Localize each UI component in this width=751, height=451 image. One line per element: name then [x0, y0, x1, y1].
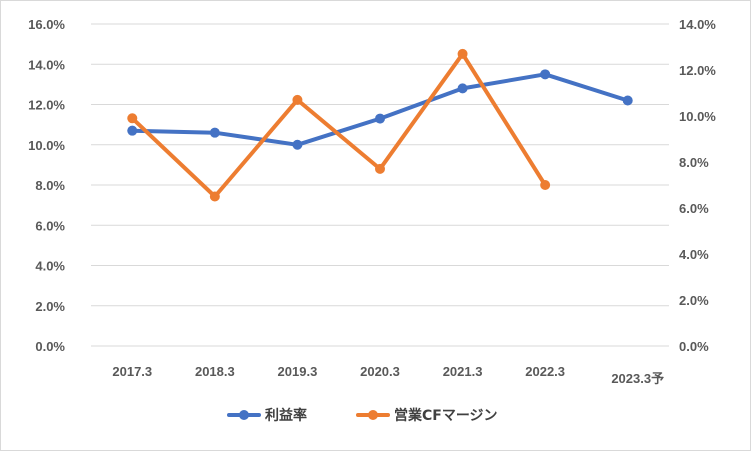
series-layer	[127, 48, 633, 202]
data-point	[540, 69, 551, 80]
x-axis: 2017.3 2018.3 2019.3 2020.3 2021.3 2022.3 2023…	[112, 364, 664, 386]
data-point	[292, 139, 303, 150]
data-point	[209, 127, 220, 138]
data-point	[457, 83, 468, 94]
left-tick-label: 4.0%	[35, 259, 65, 274]
data-point	[540, 180, 551, 190]
gridlines	[91, 23, 669, 347]
left-tick-label: 0.0%	[35, 339, 65, 354]
legend-marker	[368, 410, 378, 420]
data-point	[375, 113, 385, 124]
series-line	[130, 51, 548, 199]
legend-label: 利益率	[265, 407, 307, 424]
x-tick-label: 2019.3	[278, 364, 318, 379]
right-tick-label: 2.0%	[679, 293, 709, 308]
x-tick-label: 2023.3予	[611, 371, 664, 386]
right-tick-label: 8.0%	[679, 155, 709, 170]
right-y-axis: 0.0% 2.0% 4.0% 6.0% 8.0% 10.0% 12.0% 14.0%	[679, 17, 716, 354]
left-tick-label: 10.0%	[28, 138, 65, 153]
right-tick-label: 6.0%	[679, 201, 709, 216]
data-point	[457, 48, 468, 59]
left-tick-label: 12.0%	[28, 98, 65, 113]
left-tick-label: 8.0%	[35, 178, 65, 193]
left-tick-label: 2.0%	[35, 299, 65, 314]
x-tick-label: 2017.3	[112, 364, 152, 379]
x-tick-label: 2020.3	[360, 364, 400, 379]
series-line	[130, 72, 630, 147]
legend-marker	[239, 410, 249, 420]
data-point	[127, 125, 138, 136]
left-tick-label: 16.0%	[28, 17, 65, 32]
data-point	[622, 95, 633, 106]
left-tick-label: 6.0%	[35, 218, 65, 233]
left-tick-label: 14.0%	[28, 57, 65, 72]
right-tick-label: 14.0%	[679, 17, 716, 32]
data-point	[292, 94, 303, 105]
right-tick-label: 0.0%	[679, 339, 709, 354]
data-point	[127, 113, 138, 124]
legend: 利益率 営業CFマージン	[227, 407, 498, 424]
data-point	[209, 191, 220, 202]
data-point	[375, 163, 385, 174]
right-tick-label: 4.0%	[679, 247, 709, 262]
legend-label: 営業CFマージン	[394, 407, 498, 424]
right-tick-label: 12.0%	[679, 63, 716, 78]
x-tick-label: 2018.3	[195, 364, 235, 379]
x-tick-label: 2021.3	[443, 364, 483, 379]
x-tick-label: 2022.3	[525, 364, 565, 379]
right-tick-label: 10.0%	[679, 109, 716, 124]
left-y-axis: 0.0% 2.0% 4.0% 6.0% 8.0% 10.0% 12.0% 14.0% 16.0%	[28, 17, 65, 354]
